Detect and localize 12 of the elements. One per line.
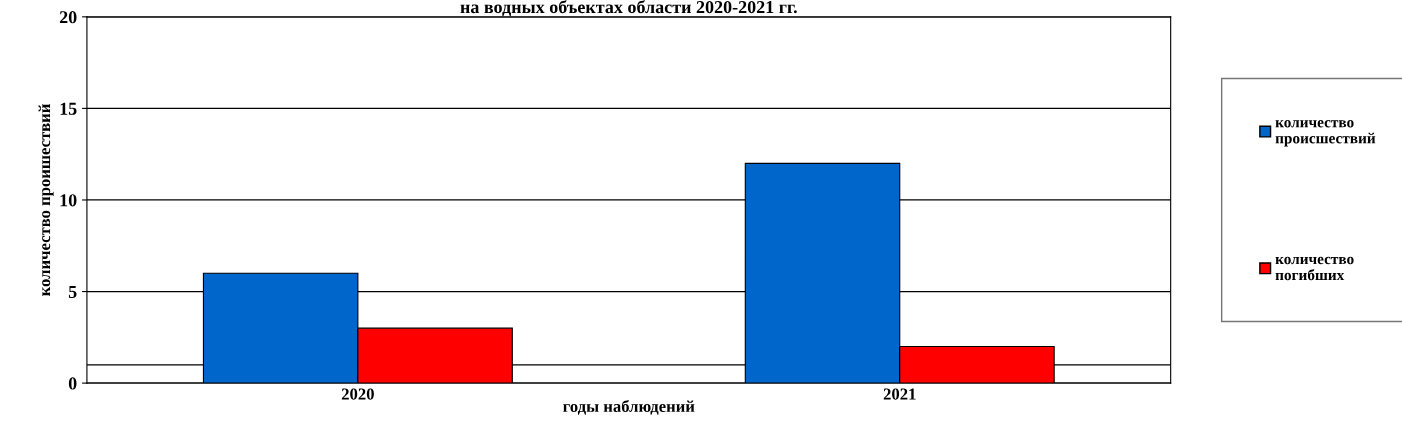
y-axis-title: количество проишествий bbox=[38, 104, 54, 296]
y-tick-label: 0 bbox=[68, 377, 77, 390]
y-tick-label: 20 bbox=[59, 11, 77, 24]
y-tick-label: 15 bbox=[60, 102, 77, 115]
x-tick-label: 2021 bbox=[883, 388, 916, 400]
legend-label: количество происшествий bbox=[1275, 120, 1376, 147]
x-axis-title: годы наблюдений bbox=[563, 399, 695, 415]
y-tick-label: 5 bbox=[68, 285, 77, 298]
chart-title: на водных объектах области 2020-2021 гг. bbox=[460, 0, 797, 17]
legend-label: количество погибших bbox=[1275, 256, 1354, 281]
y-tick-label: 10 bbox=[60, 194, 77, 207]
x-tick-label: 2020 bbox=[341, 388, 374, 400]
